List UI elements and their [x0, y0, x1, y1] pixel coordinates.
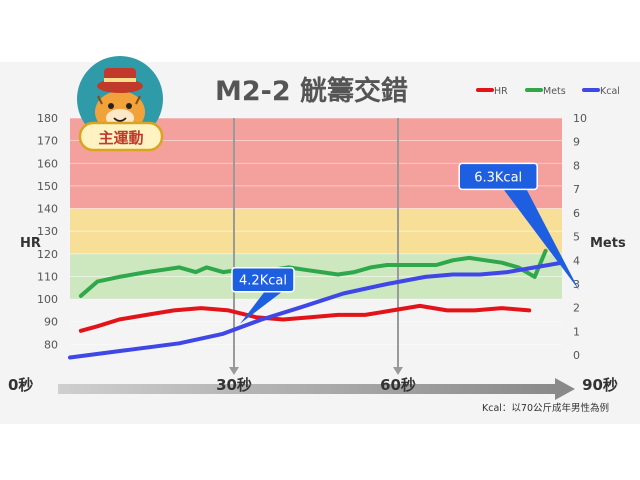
grid-lines [70, 117, 562, 345]
kcal-callouts: 4.2Kcal 6.3Kcal [231, 162, 580, 324]
time-markers [229, 118, 403, 375]
legend-label-hr: HR [494, 86, 508, 97]
chart-title: M2-2 觥籌交錯 [215, 75, 408, 107]
mets-axis-label: Mets [590, 236, 626, 251]
hr-tick-120: 120 [37, 248, 58, 261]
mets-tick-5: 5 [573, 231, 580, 244]
mets-axis-ticks: 0 1 2 3 4 5 6 7 8 9 10 [573, 112, 587, 362]
hr-tick-150: 150 [37, 180, 58, 193]
time-label-90: 90秒 [582, 376, 618, 394]
badge-label: 主運動 [98, 129, 143, 147]
series-lines [68, 248, 564, 360]
mets-tick-4: 4 [573, 254, 580, 267]
time-label-60: 60秒 [380, 376, 416, 394]
legend-label-mets: Mets [543, 86, 566, 97]
mets-tick-9: 9 [573, 136, 580, 149]
mets-tick-7: 7 [573, 183, 580, 196]
mets-tick-10: 10 [573, 112, 587, 125]
hr-tick-180: 180 [37, 112, 58, 125]
time-labels: 0秒 30秒 60秒 90秒 [8, 376, 618, 394]
callout-text-0: 4.2Kcal [239, 274, 287, 289]
hr-tick-100: 100 [37, 293, 58, 306]
time-label-30: 30秒 [216, 376, 252, 394]
hr-tick-130: 130 [37, 225, 58, 238]
series-line-hr [78, 303, 532, 333]
callout-box-0 [231, 266, 295, 293]
hr-tick-170: 170 [37, 135, 58, 148]
mets-tick-2: 2 [573, 302, 580, 315]
callout-text-1: 6.3Kcal [474, 170, 522, 185]
series-line-mets [78, 248, 548, 298]
marker-arrowhead-60 [393, 367, 403, 375]
main-exercise-badge: 主運動 [78, 121, 164, 152]
legend: HR Mets Kcal [476, 86, 620, 97]
callout-pointer-0 [240, 289, 285, 324]
hr-tick-90: 90 [44, 316, 58, 329]
hr-axis-label: HR [20, 236, 41, 251]
time-label-0: 0秒 [8, 376, 33, 394]
hr-tick-110: 110 [37, 270, 58, 283]
series-line-kcal [68, 260, 564, 360]
legend-label-kcal: Kcal [600, 86, 620, 97]
hr-tick-160: 160 [37, 157, 58, 170]
mets-tick-0: 0 [573, 349, 580, 362]
mets-tick-3: 3 [573, 278, 580, 291]
hr-tick-80: 80 [44, 338, 58, 351]
hr-tick-140: 140 [37, 203, 58, 216]
time-arrow [58, 378, 575, 400]
marker-arrowhead-30 [229, 367, 239, 375]
mets-tick-6: 6 [573, 207, 580, 220]
mets-tick-1: 1 [573, 325, 580, 338]
hr-axis-ticks: 80 90 100 110 120 130 140 150 160 170 180 [37, 112, 58, 351]
footnote: Kcal：以70公斤成年男性為例 [482, 402, 609, 414]
callout-box-1 [458, 162, 538, 191]
mets-tick-8: 8 [573, 159, 580, 172]
callout-pointer-1 [502, 187, 580, 291]
